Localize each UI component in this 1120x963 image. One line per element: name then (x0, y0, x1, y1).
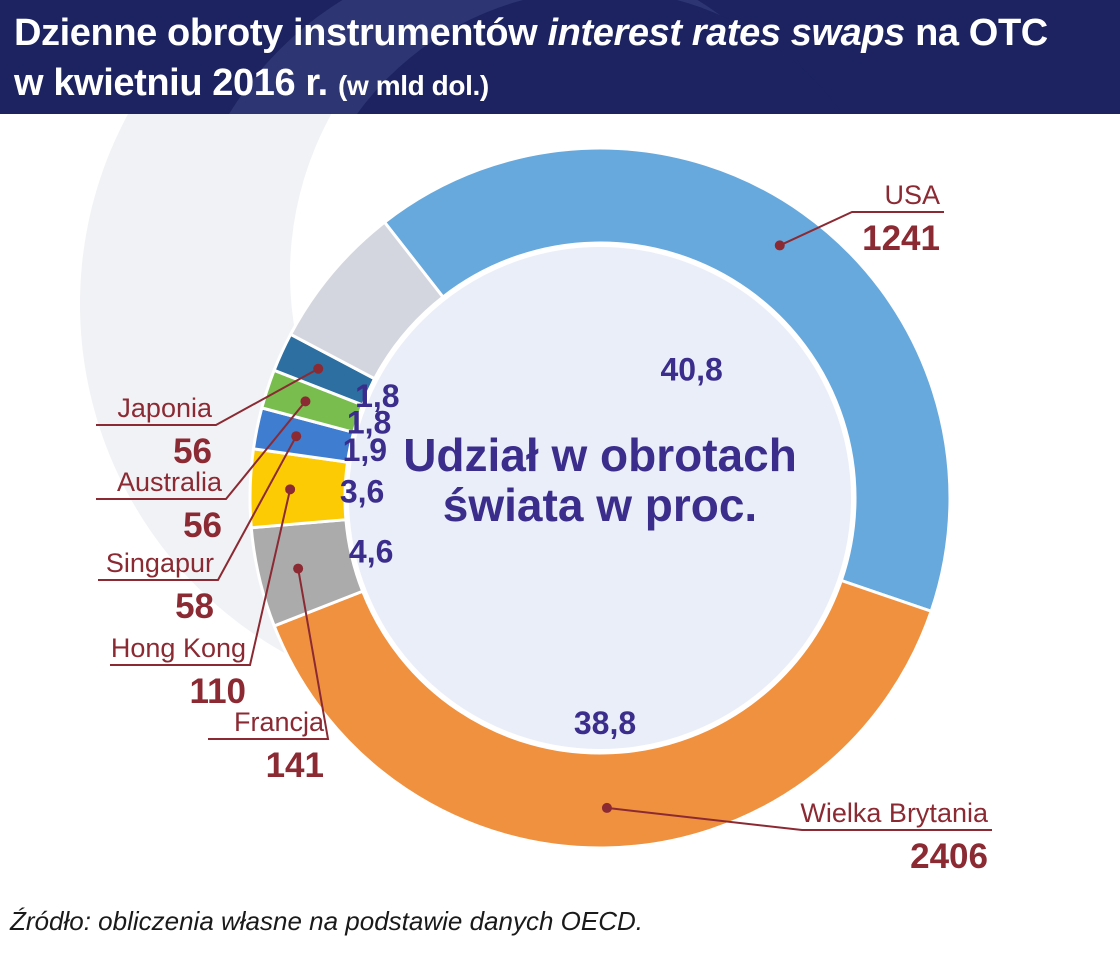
country-label-wielka-brytania: Wielka Brytania (800, 798, 989, 828)
share-label-francja: 4,6 (349, 534, 393, 570)
callouts: USA 1241 Wielka Brytania 2406 Francja 141 Hong… (96, 180, 992, 876)
center-label-line1: Udział w obrotach (403, 429, 797, 481)
donut-hole (345, 243, 855, 753)
title-text-italic: interest rates swaps (547, 12, 906, 54)
share-label-wielka-brytania: 38,8 (574, 705, 636, 741)
title-banner: Dzienne obroty instrumentów interest rat… (0, 0, 1120, 114)
country-label-australia: Australia (117, 467, 223, 497)
country-label-francja: Francja (234, 707, 325, 737)
callout-line (606, 806, 992, 831)
title-text-1: Dzienne obroty instrumentów (14, 12, 538, 54)
country-label-singapur: Singapur (106, 548, 214, 578)
value-label-japonia: 56 (173, 432, 212, 471)
callout-hong-kong: Hong Kong 110 (110, 484, 296, 711)
share-label-australia: 1,8 (347, 404, 391, 440)
country-label-usa: USA (884, 180, 940, 210)
source-note: Źródło: obliczenia własne na podstawie d… (10, 906, 644, 936)
share-label-usa: 40,8 (660, 351, 722, 387)
value-label-hong-kong: 110 (190, 672, 246, 711)
value-label-singapur: 58 (175, 587, 214, 626)
donut-slices (248, 146, 952, 850)
callout-wielka-brytania: Wielka Brytania 2406 (601, 798, 992, 876)
donut-chart: Udział w obrotach świata w proc. 40,8 38,… (80, 114, 992, 876)
slice-wielka-brytania (272, 578, 934, 850)
callout-line (96, 400, 307, 500)
chart-title: Dzienne obroty instrumentów interest rat… (14, 8, 1048, 111)
share-label-singapur: 1,9 (343, 432, 387, 468)
callout-singapur: Singapur 58 (98, 431, 302, 626)
title-text-line2: w kwietniu 2016 r. (14, 62, 328, 104)
callout-line (110, 489, 292, 666)
callout-japonia: Japonia 56 (96, 363, 324, 471)
title-text-2: na OTC (915, 12, 1048, 54)
center-label-line2: świata w proc. (443, 479, 757, 531)
share-label-hong-kong: 3,6 (340, 473, 384, 509)
country-label-hong-kong: Hong Kong (111, 633, 246, 663)
value-label-usa: 1241 (862, 219, 940, 258)
title-unit: (w mld dol.) (338, 70, 489, 101)
background-logo-icon (229, 0, 843, 114)
share-label-japonia: 1,8 (355, 378, 399, 414)
callout-line (779, 211, 944, 247)
value-label-francja: 141 (266, 746, 324, 785)
callout-usa: USA 1241 (774, 180, 944, 258)
callout-line (96, 367, 319, 426)
callout-line (208, 568, 330, 740)
country-label-japonia: Japonia (117, 393, 213, 423)
callout-line (98, 435, 298, 581)
slice-usa (382, 146, 952, 614)
value-label-australia: 56 (183, 506, 222, 545)
value-label-wielka-brytania: 2406 (910, 837, 988, 876)
callout-francja: Francja 141 (208, 563, 330, 785)
share-labels: 40,838,84,63,61,91,81,8 (340, 351, 723, 741)
